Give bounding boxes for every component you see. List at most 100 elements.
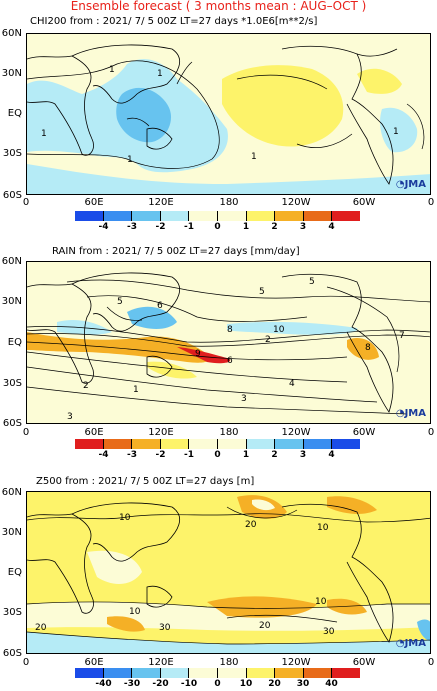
- colorbar-segment: [217, 668, 247, 678]
- colorbar-segment: [189, 668, 218, 678]
- colorbar-segment: [75, 439, 104, 449]
- lon-label-60e-2: 60E: [84, 427, 104, 438]
- rain-contour-label-13: 7: [399, 331, 405, 341]
- colorbar-segment: [275, 439, 304, 449]
- lon-label-120w-3: 120W: [281, 657, 311, 668]
- colorbar-segment: [246, 211, 276, 221]
- colorbar-segment: [103, 439, 133, 449]
- colorbar-tick-label: -1: [184, 450, 194, 460]
- colorbar-segment: [303, 211, 333, 221]
- lon-label-180-3: 180: [219, 657, 239, 668]
- lon-label-0-right-2: 0: [427, 427, 435, 438]
- rain-contour-label-2: 5: [259, 287, 265, 297]
- lat-label-60s-3: 60S: [2, 648, 22, 659]
- rain-contour-label-16: 8: [365, 343, 371, 353]
- rain-contour-label-3: 8: [227, 325, 233, 335]
- colorbar-tick-label: 0: [214, 679, 221, 689]
- colorbar-segment: [246, 668, 276, 678]
- rain-title: RAIN from : 2021/ 7/ 5 00Z LT=27 days [m…: [52, 246, 300, 257]
- colorbar-tick-label: -40: [95, 679, 112, 689]
- chi200-contour-label-2: 1: [41, 129, 47, 139]
- lon-label-60w: 60W: [352, 197, 376, 208]
- colorbar-tick-label: 2: [271, 222, 278, 232]
- jma-logo-text-3: JMA: [404, 638, 426, 649]
- colorbar-segment: [160, 439, 190, 449]
- colorbar-tick-label: -1: [184, 222, 194, 232]
- chi200-title: CHI200 from : 2021/ 7/ 5 00Z LT=27 days …: [30, 16, 318, 27]
- rain-contour-label-5: 6: [157, 301, 163, 311]
- colorbar-tick-label: 0: [214, 222, 221, 232]
- colorbar-segment: [160, 668, 190, 678]
- chi200-colorbar: [75, 211, 360, 221]
- chi200-contour-label-3: 1: [127, 155, 133, 165]
- colorbar-segment: [75, 211, 104, 221]
- colorbar-segment: [303, 668, 333, 678]
- lat-label-60s: 60S: [2, 190, 22, 201]
- colorbar-tick-label: -4: [98, 222, 109, 232]
- z500-contour-label-2: 20: [245, 520, 257, 530]
- lon-label-60w-3: 60W: [352, 657, 376, 668]
- colorbar-segment: [103, 211, 133, 221]
- lon-label-180: 180: [219, 197, 239, 208]
- lat-label-30s: 30S: [2, 148, 22, 159]
- colorbar-segment: [189, 439, 218, 449]
- z500-colorbar: [75, 668, 360, 678]
- colorbar-segment: [246, 439, 276, 449]
- colorbar-segment: [189, 211, 218, 221]
- lon-label-120e: 120E: [148, 197, 174, 208]
- colorbar-tick-label: -30: [123, 679, 141, 689]
- lon-label-120e-2: 120E: [148, 427, 174, 438]
- lon-label-120w: 120W: [281, 197, 311, 208]
- rain-contour-label-9: 2: [83, 381, 89, 391]
- rain-map: 5 5 8 10 6 2 4 3 2 1 3 5 7 9 6 8 ◔JMA: [26, 261, 431, 424]
- lat-label-30s-3: 30S: [2, 607, 22, 618]
- z500-map: 10 20 10 10 20 30 10 20 30 ◔JMA: [26, 491, 431, 654]
- rain-contour-label-11: 3: [67, 412, 73, 422]
- colorbar-segment: [103, 668, 133, 678]
- lon-label-180-2: 180: [219, 427, 239, 438]
- colorbar-segment: [132, 668, 161, 678]
- rain-contour-label-10: 1: [133, 385, 139, 395]
- colorbar-segment: [132, 439, 161, 449]
- lon-label-120e-3: 120E: [148, 657, 174, 668]
- lat-label-30n-3: 30N: [1, 527, 22, 538]
- rain-contour-label-7: 4: [289, 379, 295, 389]
- jma-logo-text-2: JMA: [404, 408, 426, 419]
- chi200-contour-label-1: 1: [109, 65, 115, 75]
- lon-label-60e: 60E: [84, 197, 104, 208]
- colorbar-segment: [303, 439, 333, 449]
- colorbar-tick-label: 4: [328, 222, 335, 232]
- jma-logo-text-1: JMA: [404, 179, 426, 190]
- colorbar-tick-label: 30: [296, 679, 310, 689]
- chi200-contour-label-5: 1: [393, 127, 399, 137]
- colorbar-tick-label: -2: [155, 450, 166, 460]
- lon-label-0-left-3: 0: [22, 657, 30, 668]
- z500-contour-label-6: 30: [159, 623, 171, 633]
- colorbar-tick-label: 1: [242, 450, 250, 460]
- colorbar-tick-label: 3: [299, 222, 307, 232]
- rain-contour-label-4: 10: [273, 325, 285, 335]
- lat-label-60s-2: 60S: [2, 418, 22, 429]
- lon-label-60w-2: 60W: [352, 427, 376, 438]
- colorbar-segment: [132, 211, 161, 221]
- lat-label-eq: EQ: [7, 108, 22, 119]
- chi200-contour-label-4: 1: [251, 152, 257, 162]
- colorbar-tick-label: 4: [328, 450, 335, 460]
- colorbar-tick-label: 0: [214, 450, 221, 460]
- rain-colorbar-ticks: -4 -3 -2 -1 0 1 2 3 4: [75, 450, 360, 462]
- z500-contour-label-8: 20: [259, 621, 271, 631]
- z500-contour-label-5: 20: [35, 623, 47, 633]
- colorbar-tick-label: -20: [152, 679, 169, 689]
- lon-label-120w-2: 120W: [281, 427, 311, 438]
- lat-label-60n-3: 60N: [1, 487, 22, 498]
- colorbar-segment: [217, 439, 247, 449]
- colorbar-tick-label: -10: [180, 679, 198, 689]
- rain-colorbar: [75, 439, 360, 449]
- colorbar-segment: [332, 439, 360, 449]
- colorbar-tick-label: -3: [127, 450, 137, 460]
- lon-label-0-left-2: 0: [22, 427, 30, 438]
- colorbar-tick-label: -3: [127, 222, 137, 232]
- lon-label-0-right: 0: [427, 197, 435, 208]
- lat-label-30s-2: 30S: [2, 378, 22, 389]
- lat-label-eq-3: EQ: [7, 567, 22, 578]
